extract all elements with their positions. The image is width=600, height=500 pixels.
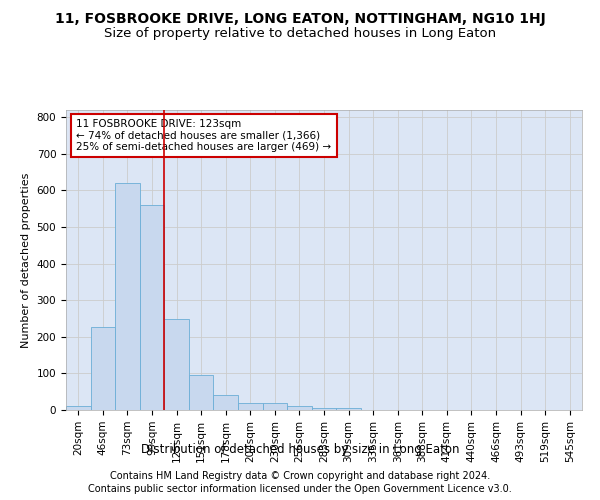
Bar	[115, 183, 140, 410]
Text: Distribution of detached houses by size in Long Eaton: Distribution of detached houses by size …	[141, 442, 459, 456]
Bar	[189, 375, 214, 410]
Bar	[140, 205, 164, 410]
Text: Contains public sector information licensed under the Open Government Licence v3: Contains public sector information licen…	[88, 484, 512, 494]
Bar	[214, 394, 238, 410]
Text: Size of property relative to detached houses in Long Eaton: Size of property relative to detached ho…	[104, 28, 496, 40]
Text: Contains HM Land Registry data © Crown copyright and database right 2024.: Contains HM Land Registry data © Crown c…	[110, 471, 490, 481]
Text: 11 FOSBROOKE DRIVE: 123sqm
← 74% of detached houses are smaller (1,366)
25% of s: 11 FOSBROOKE DRIVE: 123sqm ← 74% of deta…	[76, 119, 331, 152]
Bar	[263, 404, 287, 410]
Bar	[336, 408, 361, 410]
Bar	[287, 406, 312, 410]
Bar	[66, 406, 91, 410]
Bar	[238, 404, 263, 410]
Bar	[312, 408, 336, 410]
Text: 11, FOSBROOKE DRIVE, LONG EATON, NOTTINGHAM, NG10 1HJ: 11, FOSBROOKE DRIVE, LONG EATON, NOTTING…	[55, 12, 545, 26]
Bar	[164, 318, 189, 410]
Bar	[91, 326, 115, 410]
Y-axis label: Number of detached properties: Number of detached properties	[21, 172, 31, 348]
